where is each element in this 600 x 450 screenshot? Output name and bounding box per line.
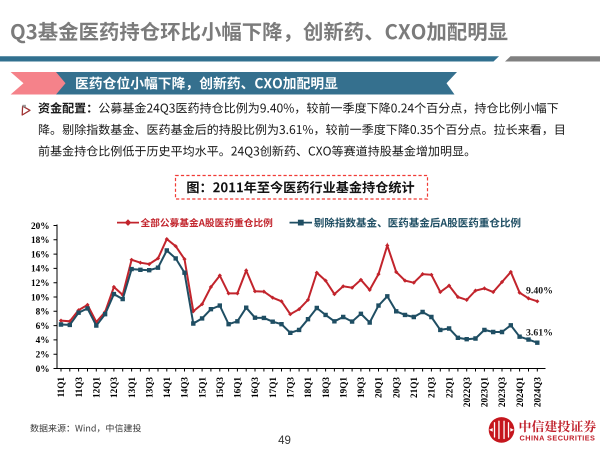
svg-text:21Q3: 21Q3: [427, 377, 437, 398]
svg-text:16Q1: 16Q1: [233, 377, 243, 398]
svg-text:17Q1: 17Q1: [268, 377, 278, 398]
svg-text:15Q3: 15Q3: [215, 377, 225, 398]
svg-text:6%: 6%: [36, 322, 50, 332]
svg-text:12%: 12%: [31, 279, 50, 289]
svg-text:CHINA SECURITIES: CHINA SECURITIES: [520, 433, 596, 442]
svg-text:49: 49: [278, 435, 291, 447]
svg-text:19Q3: 19Q3: [356, 377, 366, 398]
svg-text:16Q3: 16Q3: [250, 377, 260, 398]
svg-text:9.40%: 9.40%: [526, 286, 553, 297]
svg-text:11Q3: 11Q3: [74, 377, 84, 398]
svg-text:2024Q3: 2024Q3: [533, 377, 543, 408]
svg-text:8%: 8%: [36, 308, 50, 318]
svg-text:15Q1: 15Q1: [197, 377, 207, 398]
svg-text:20Q1: 20Q1: [374, 377, 384, 398]
svg-text:13Q3: 13Q3: [144, 377, 154, 398]
svg-text:2023Q1: 2023Q1: [480, 377, 490, 408]
svg-text:2%: 2%: [36, 351, 50, 361]
svg-text:14%: 14%: [31, 265, 50, 275]
svg-text:2023Q3: 2023Q3: [497, 377, 507, 408]
svg-text:18%: 18%: [31, 236, 50, 246]
svg-text:2024Q1: 2024Q1: [515, 377, 525, 408]
svg-text:14Q3: 14Q3: [180, 377, 190, 398]
svg-text:3.61%: 3.61%: [526, 328, 553, 339]
svg-text:13Q1: 13Q1: [127, 377, 137, 398]
svg-text:18Q1: 18Q1: [303, 377, 313, 398]
svg-text:10%: 10%: [31, 293, 50, 303]
svg-text:11Q1: 11Q1: [56, 377, 66, 398]
svg-text:16%: 16%: [31, 250, 50, 260]
svg-text:20Q3: 20Q3: [391, 377, 401, 398]
svg-text:12Q3: 12Q3: [109, 377, 119, 398]
svg-text:17Q3: 17Q3: [286, 377, 296, 398]
svg-text:18Q3: 18Q3: [321, 377, 331, 398]
svg-text:12Q1: 12Q1: [92, 377, 102, 398]
svg-text:21Q1: 21Q1: [409, 377, 419, 398]
svg-text:22Q1: 22Q1: [444, 377, 454, 398]
svg-text:4%: 4%: [36, 336, 50, 346]
svg-text:2022Q3: 2022Q3: [462, 377, 472, 408]
svg-text:0%: 0%: [36, 365, 50, 375]
svg-text:19Q1: 19Q1: [338, 377, 348, 398]
svg-text:14Q1: 14Q1: [162, 377, 172, 398]
svg-text:20%: 20%: [31, 222, 50, 232]
